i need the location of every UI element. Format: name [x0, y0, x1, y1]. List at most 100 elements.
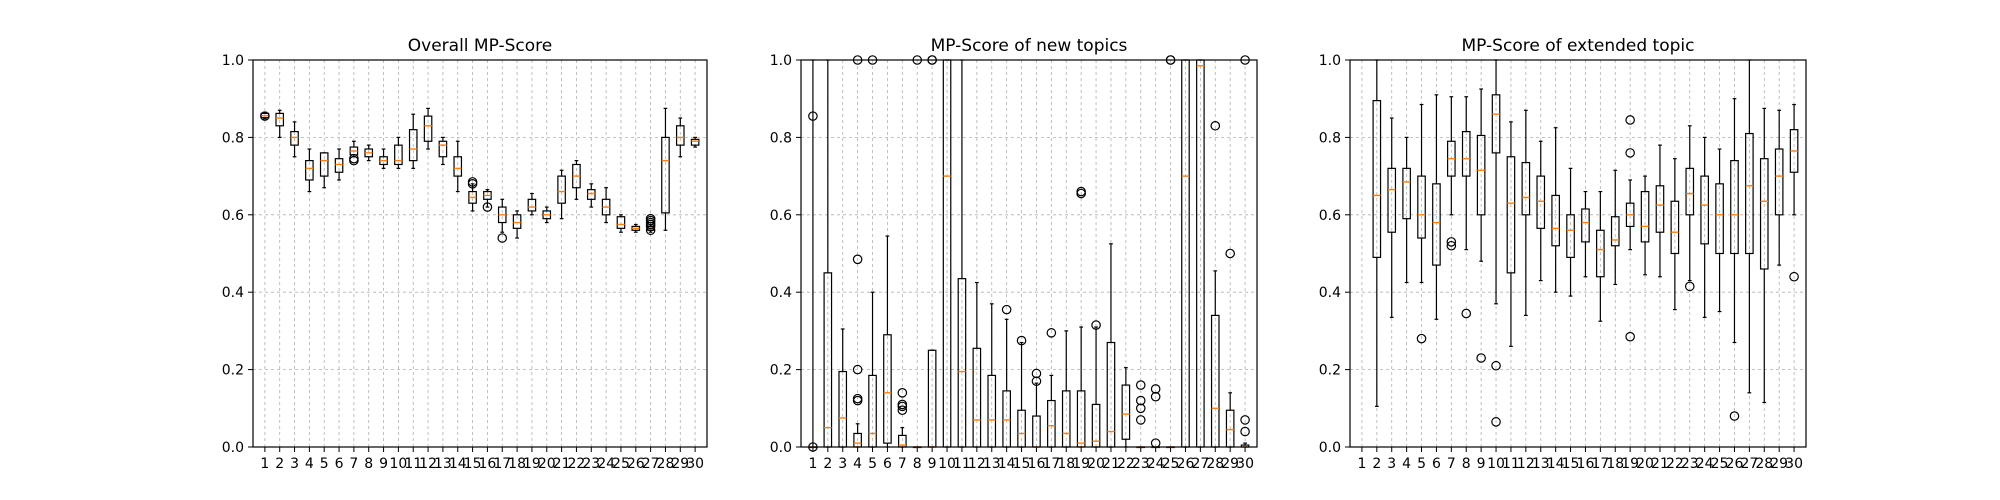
- chart-panel-2: 0.00.20.40.60.81.01 2 3 4 5 6 7 8 9 1011121314151…: [770, 36, 1258, 472]
- box: [453, 156, 463, 177]
- outlier-point: [1001, 304, 1012, 315]
- outlier-point: [1625, 115, 1635, 125]
- y-tick-label: 0.0: [770, 440, 792, 456]
- x-tick-label: 11: [1502, 456, 1520, 472]
- x-tick-label: 16: [1028, 456, 1046, 472]
- box: [527, 198, 537, 212]
- x-tick-label: 24: [1696, 456, 1714, 472]
- outlier-point: [1240, 426, 1250, 437]
- outlier-point: [1135, 403, 1146, 414]
- box: [883, 334, 892, 444]
- x-tick-label: 7: [1447, 456, 1456, 472]
- box: [1730, 160, 1739, 255]
- outlier-point: [1461, 308, 1472, 319]
- outlier-point: [497, 233, 508, 243]
- x-tick-label: 30: [1236, 456, 1254, 472]
- outlier-point: [1210, 120, 1221, 131]
- box: [275, 112, 285, 127]
- box: [616, 216, 626, 229]
- outlier-point: [1729, 411, 1740, 421]
- box: [1536, 175, 1546, 229]
- outlier-point: [1016, 335, 1027, 346]
- x-tick-label: 18: [1057, 456, 1075, 472]
- chart-title: MP-Score of extended topic: [1462, 36, 1695, 56]
- y-tick-label: 0.8: [770, 130, 792, 146]
- box: [408, 129, 418, 162]
- box: [661, 136, 670, 214]
- x-tick-label: 20: [1636, 456, 1654, 472]
- x-tick-label: 28: [1206, 456, 1224, 472]
- x-tick-label: 17: [1042, 456, 1060, 472]
- x-tick-label: 4: [853, 456, 862, 472]
- x-tick-label: 9: [379, 456, 388, 472]
- x-tick-label: 14: [998, 456, 1016, 472]
- box: [1596, 229, 1605, 278]
- box: [1774, 148, 1784, 216]
- box: [1610, 216, 1620, 247]
- x-tick-label: 12: [968, 456, 986, 472]
- chart-panel-1: 0.00.20.40.60.81.01 2 3 4 5 6 7 8 9 1011121314151…: [222, 36, 708, 472]
- outlier-point: [482, 202, 493, 212]
- x-tick-label: 26: [1177, 456, 1195, 472]
- outlier-point: [1446, 237, 1457, 247]
- box: [1581, 208, 1590, 243]
- x-tick-label: 21: [1651, 456, 1669, 472]
- x-tick-label: 5: [320, 456, 329, 472]
- x-tick-label: 9: [1477, 456, 1486, 472]
- box: [1491, 94, 1501, 154]
- box: [1551, 194, 1560, 247]
- x-tick-label: 1: [260, 456, 269, 472]
- box: [334, 158, 344, 173]
- x-tick-label: 1: [808, 456, 817, 472]
- outlier-point: [852, 364, 863, 375]
- x-tick-label: 15: [1013, 456, 1031, 472]
- x-tick-label: 26: [627, 456, 645, 472]
- x-tick-label: 3: [1387, 456, 1396, 472]
- x-tick-label: 19: [523, 456, 541, 472]
- box: [1372, 100, 1382, 258]
- x-tick-label: 5: [1417, 456, 1426, 472]
- x-tick-label: 10: [389, 456, 407, 472]
- box: [1685, 167, 1695, 216]
- x-tick-label: 29: [1770, 456, 1788, 472]
- x-tick-label: 3: [838, 456, 847, 472]
- x-tick-label: 13: [434, 456, 452, 472]
- box: [512, 214, 522, 229]
- x-tick-label: 14: [1547, 456, 1565, 472]
- y-tick-label: 1.0: [222, 53, 244, 69]
- x-tick-label: 27: [1191, 456, 1209, 472]
- y-tick-label: 0.6: [770, 208, 792, 224]
- x-tick-label: 18: [1606, 456, 1624, 472]
- outlier-point: [645, 213, 656, 224]
- box: [423, 115, 433, 142]
- outlier-point: [1091, 320, 1101, 330]
- outlier-point: [1416, 333, 1427, 344]
- x-tick-label: 17: [493, 456, 511, 472]
- outlier-point: [1076, 186, 1086, 197]
- box: [1417, 175, 1426, 239]
- box: [290, 130, 299, 146]
- x-tick-label: 22: [568, 456, 586, 472]
- x-tick-label: 16: [479, 456, 497, 472]
- outlier-point: [1046, 328, 1057, 338]
- x-tick-label: 12: [419, 456, 437, 472]
- box-group: [1372, 59, 1799, 427]
- outlier-point: [1135, 380, 1146, 390]
- outlier-point: [1491, 417, 1501, 427]
- outlier-point: [1625, 148, 1635, 158]
- box: [675, 125, 685, 146]
- box: [690, 138, 700, 146]
- outlier-point: [852, 254, 863, 265]
- x-tick-label: 4: [305, 456, 314, 472]
- box: [438, 140, 448, 158]
- box: [1461, 130, 1471, 177]
- x-tick-label: 11: [404, 456, 422, 472]
- x-tick-label: 10: [1487, 456, 1505, 472]
- x-tick-label: 13: [983, 456, 1001, 472]
- x-tick-label: 23: [1681, 456, 1699, 472]
- outlier-point: [1031, 368, 1042, 379]
- axes-frame: [1349, 59, 1807, 448]
- x-tick-label: 28: [657, 456, 675, 472]
- x-tick-label: 24: [1147, 456, 1165, 472]
